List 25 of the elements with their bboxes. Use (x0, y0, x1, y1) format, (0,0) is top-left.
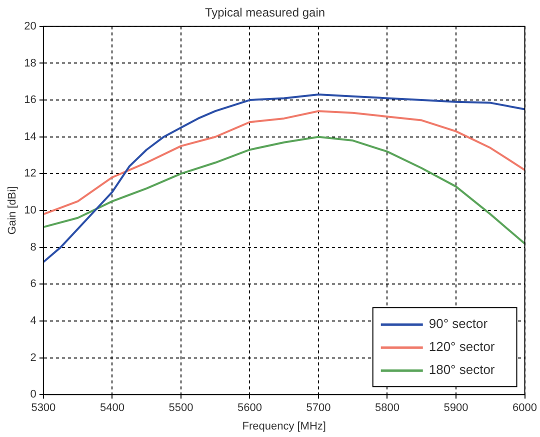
x-tick-label: 5700 (306, 402, 331, 414)
y-axis-title: Gain [dBi] (6, 186, 19, 235)
chart-title: Typical measured gain (204, 6, 326, 20)
y-tick-label: 4 (30, 314, 36, 327)
legend-label: 180° sector (428, 362, 496, 378)
x-tick-label: 6000 (512, 402, 538, 414)
y-tick-label: 12 (24, 168, 36, 180)
x-tick-label: 5800 (375, 402, 400, 414)
y-tick-label: 10 (24, 204, 36, 217)
x-tick-label: 5500 (168, 402, 194, 414)
y-tick-label: 20 (24, 20, 36, 32)
y-tick-label: 16 (24, 94, 36, 106)
legend-label: 90° sector (428, 316, 488, 332)
y-tick-label: 2 (30, 352, 36, 364)
y-tick-label: 18 (24, 57, 36, 70)
legend-label: 120° sector (428, 339, 496, 354)
y-tick-label: 8 (30, 241, 36, 254)
x-axis-title: Frequency [MHz] (242, 420, 326, 432)
x-tick-label: 5600 (237, 402, 262, 414)
x-tick-label: 5300 (31, 402, 56, 414)
y-tick-label: 14 (24, 130, 36, 143)
y-tick-label: 6 (30, 278, 36, 290)
x-tick-label: 5400 (100, 402, 124, 414)
y-tick-label: 0 (30, 388, 36, 401)
x-tick-label: 5900 (444, 402, 468, 414)
